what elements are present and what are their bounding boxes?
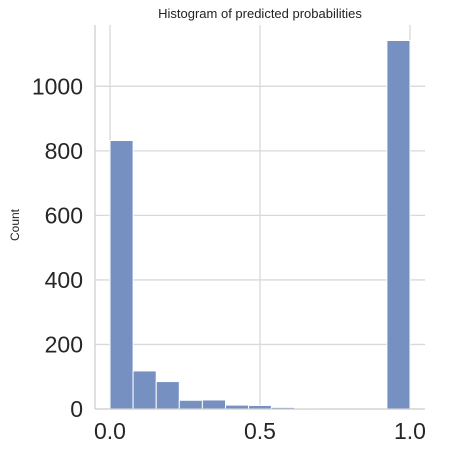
histogram-bar — [201, 399, 226, 410]
x-tick-label: 1.0 — [394, 418, 426, 444]
histogram-bar — [386, 39, 411, 410]
y-tick-label: 600 — [45, 202, 83, 228]
y-tick-label: 800 — [45, 138, 83, 164]
x-tick-label: 0.5 — [244, 418, 276, 444]
histogram-bar — [109, 140, 134, 410]
y-tick-label: 1000 — [32, 73, 83, 99]
x-tick-label: 0.0 — [94, 418, 126, 444]
chart-title: Histogram of predicted probabilities — [158, 6, 362, 21]
y-tick-label: 200 — [45, 331, 83, 357]
y-tick-label: 400 — [45, 267, 83, 293]
y-tick-label: 0 — [70, 396, 83, 422]
histogram-bar — [155, 381, 180, 410]
histogram-bar — [132, 370, 157, 410]
histogram-bar — [178, 399, 203, 410]
